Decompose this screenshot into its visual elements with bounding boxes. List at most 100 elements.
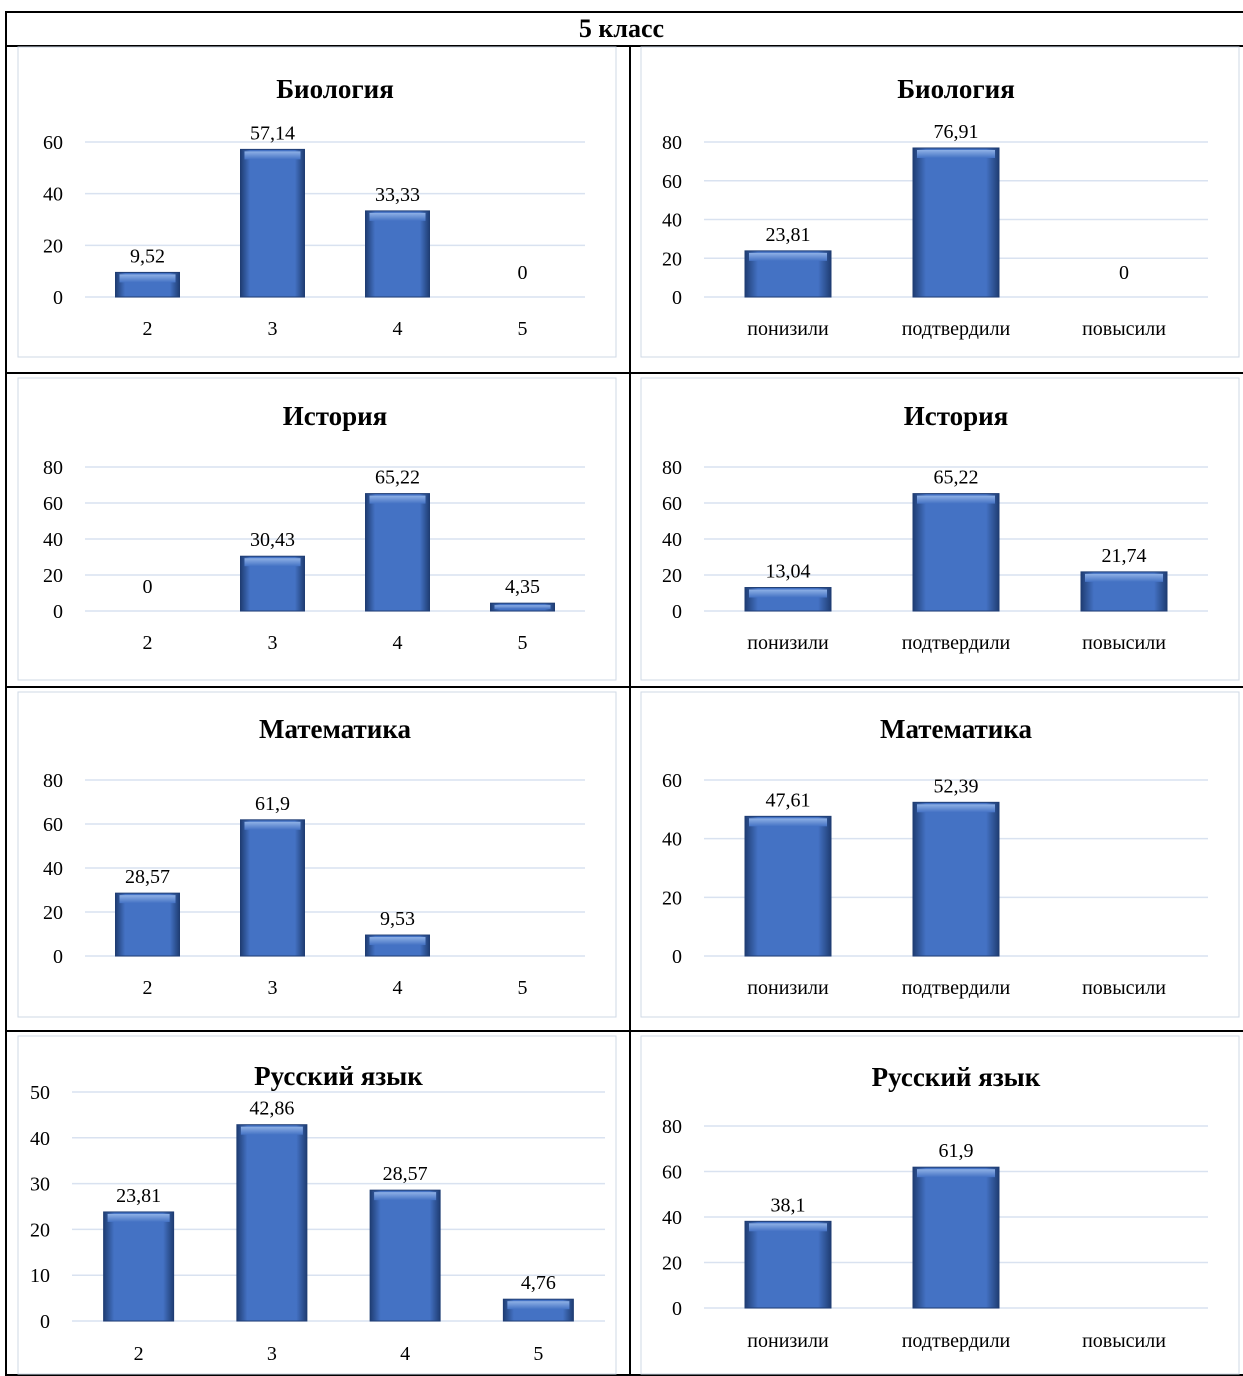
x-tick-label: 3	[268, 318, 278, 340]
data-label: 0	[518, 262, 528, 284]
chart-title: Биология	[276, 74, 394, 104]
x-tick-label: повысили	[1082, 318, 1166, 340]
y-tick-label: 60	[662, 770, 682, 792]
y-tick-label: 60	[43, 132, 63, 154]
bar	[365, 210, 430, 298]
bar	[369, 1189, 441, 1322]
bar	[912, 801, 1000, 957]
data-label: 9,52	[130, 245, 165, 267]
x-tick-label: 5	[518, 632, 528, 654]
bar-highlight	[369, 495, 426, 504]
bar-highlight	[749, 252, 827, 261]
y-tick-label: 40	[30, 1128, 50, 1150]
x-tick-label: подтвердили	[902, 318, 1011, 340]
y-tick-label: 20	[30, 1219, 50, 1241]
y-tick-label: 20	[662, 248, 682, 270]
data-label: 65,22	[375, 467, 420, 489]
x-tick-label: повысили	[1082, 977, 1166, 999]
data-label: 76,91	[934, 121, 979, 143]
data-label: 57,14	[250, 122, 295, 144]
y-tick-label: 80	[662, 132, 682, 154]
x-tick-label: повысили	[1082, 1330, 1166, 1352]
bar-highlight	[917, 804, 995, 813]
chart-rus-grades: Русский язык 0 10 20 30 40 50 23,81 2 42,86 3 28,57…	[17, 1035, 617, 1375]
y-tick-label: 80	[43, 457, 63, 479]
title-row-divider	[5, 45, 1243, 47]
data-label: 9,53	[380, 908, 415, 930]
chart-title: Математика	[259, 714, 412, 744]
chart-title: История	[904, 401, 1009, 431]
y-tick-label: 0	[672, 601, 682, 623]
x-tick-label: 2	[134, 1343, 144, 1365]
chart-panel	[17, 377, 617, 681]
chart-math-confirm: Математика 0 20 40 60 47,61 понизили 52,39 подтв…	[640, 691, 1240, 1018]
y-tick-label: 20	[662, 887, 682, 909]
bar	[240, 819, 305, 957]
y-tick-label: 0	[672, 1298, 682, 1320]
x-tick-label: 5	[533, 1343, 543, 1365]
y-tick-label: 10	[30, 1265, 50, 1287]
y-tick-label: 20	[43, 235, 63, 257]
bar-highlight	[507, 1301, 570, 1310]
bar	[115, 892, 180, 957]
bar-highlight	[917, 495, 995, 504]
y-tick-label: 40	[662, 210, 682, 232]
bar	[912, 493, 1000, 612]
chart-hist-grades: История 0 20 40 60 80 0 2 30,43 3 65,22 4 4,35 5	[17, 377, 617, 681]
data-label: 33,33	[375, 184, 420, 206]
x-tick-label: подтвердили	[902, 977, 1011, 999]
y-tick-label: 30	[30, 1174, 50, 1196]
y-tick-label: 0	[53, 287, 63, 309]
y-tick-label: 80	[43, 770, 63, 792]
y-tick-label: 40	[662, 829, 682, 851]
y-tick-label: 60	[662, 1162, 682, 1184]
data-label: 23,81	[766, 224, 811, 246]
x-tick-label: 4	[393, 318, 403, 340]
y-tick-label: 20	[43, 565, 63, 587]
data-label: 61,9	[939, 1140, 974, 1162]
bar-highlight	[244, 821, 301, 830]
x-tick-label: понизили	[747, 318, 829, 340]
y-tick-label: 0	[53, 601, 63, 623]
chart-rus-confirm: Русский язык 0 20 40 60 80 38,1 понизили 61,9 под…	[640, 1035, 1240, 1375]
bar	[240, 148, 305, 298]
x-tick-label: 4	[400, 1343, 410, 1365]
y-tick-label: 0	[53, 946, 63, 968]
row-divider-3	[5, 1030, 1243, 1032]
bar-highlight	[374, 1192, 437, 1201]
y-tick-label: 60	[662, 493, 682, 515]
bar-highlight	[244, 151, 301, 160]
y-tick-label: 40	[662, 529, 682, 551]
y-tick-label: 40	[43, 184, 63, 206]
bar-highlight	[1085, 573, 1163, 582]
data-label: 4,76	[521, 1272, 556, 1294]
chart-title: Русский язык	[872, 1062, 1041, 1092]
bar-highlight	[107, 1213, 170, 1222]
data-label: 28,57	[383, 1163, 428, 1185]
bar	[103, 1211, 175, 1322]
bar	[365, 493, 430, 612]
y-tick-label: 0	[40, 1311, 50, 1333]
y-tick-label: 0	[672, 287, 682, 309]
bar-highlight	[749, 589, 827, 598]
page-title: 5 класс	[578, 14, 665, 43]
bar	[912, 1166, 1000, 1309]
bar	[236, 1124, 308, 1322]
bar-highlight	[369, 937, 426, 946]
x-tick-label: 3	[268, 632, 278, 654]
chart-title: Русский язык	[254, 1061, 423, 1091]
bar	[744, 1220, 832, 1309]
y-tick-label: 20	[662, 565, 682, 587]
y-tick-label: 60	[43, 493, 63, 515]
bar-highlight	[119, 895, 176, 904]
data-label: 38,1	[771, 1194, 806, 1216]
bar-highlight	[917, 1169, 995, 1178]
y-tick-label: 40	[43, 858, 63, 880]
y-tick-label: 80	[662, 457, 682, 479]
data-label: 21,74	[1102, 545, 1147, 567]
x-tick-label: подтвердили	[902, 1330, 1011, 1352]
chart-title: Математика	[880, 714, 1033, 744]
chart-panel	[17, 691, 617, 1018]
